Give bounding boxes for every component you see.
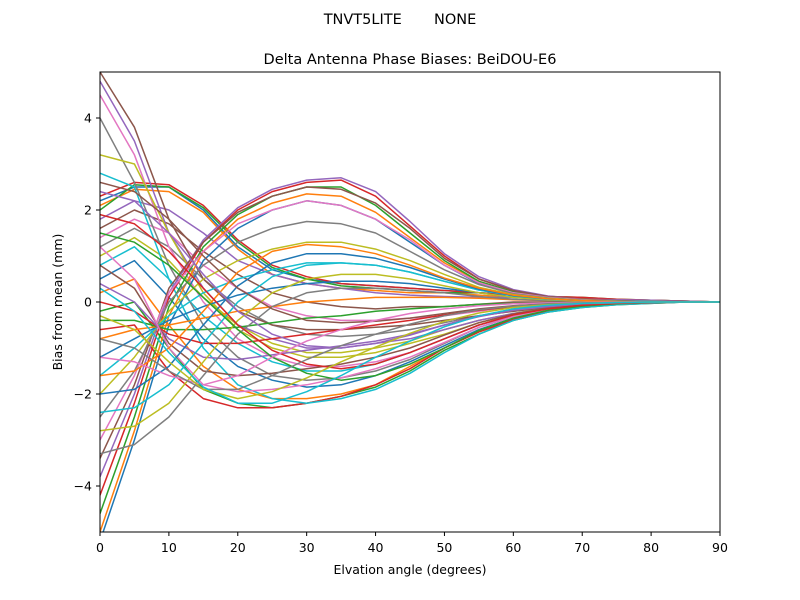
series-line-s23	[100, 186, 720, 514]
x-axis: 0 10 20 30 40 50 60 70 80 90	[96, 532, 728, 555]
y-tick-label: −2	[74, 387, 92, 402]
x-tick-label: 40	[368, 540, 384, 555]
series-line-s20	[100, 172, 720, 404]
y-tick-label: 2	[84, 203, 92, 218]
x-tick-label: 20	[230, 540, 246, 555]
y-axis: −4 −2 0 2 4	[74, 111, 100, 494]
plot-frame	[99, 71, 721, 533]
y-tick-label: 4	[84, 111, 92, 126]
x-tick-label: 30	[299, 540, 315, 555]
y-tick-label: −4	[74, 479, 92, 494]
series-line-s05	[100, 200, 720, 303]
series-line-s50	[100, 287, 720, 404]
chart-title: Delta Antenna Phase Biases: BeiDOU-E6	[264, 52, 557, 68]
x-tick-label: 80	[643, 540, 659, 555]
y-tick-label: 0	[84, 295, 92, 310]
y-axis-label: Bias from mean (mm)	[50, 234, 65, 371]
x-tick-label: 60	[505, 540, 521, 555]
x-axis-label: Elvation angle (degrees)	[333, 562, 486, 577]
x-tick-label: 50	[436, 540, 452, 555]
x-tick-label: 90	[712, 540, 728, 555]
x-tick-label: 0	[96, 540, 104, 555]
series-layer	[100, 72, 720, 532]
x-tick-label: 70	[574, 540, 590, 555]
x-tick-label: 10	[161, 540, 177, 555]
chart-suptitle: TNVT5LITE NONE	[323, 12, 477, 28]
